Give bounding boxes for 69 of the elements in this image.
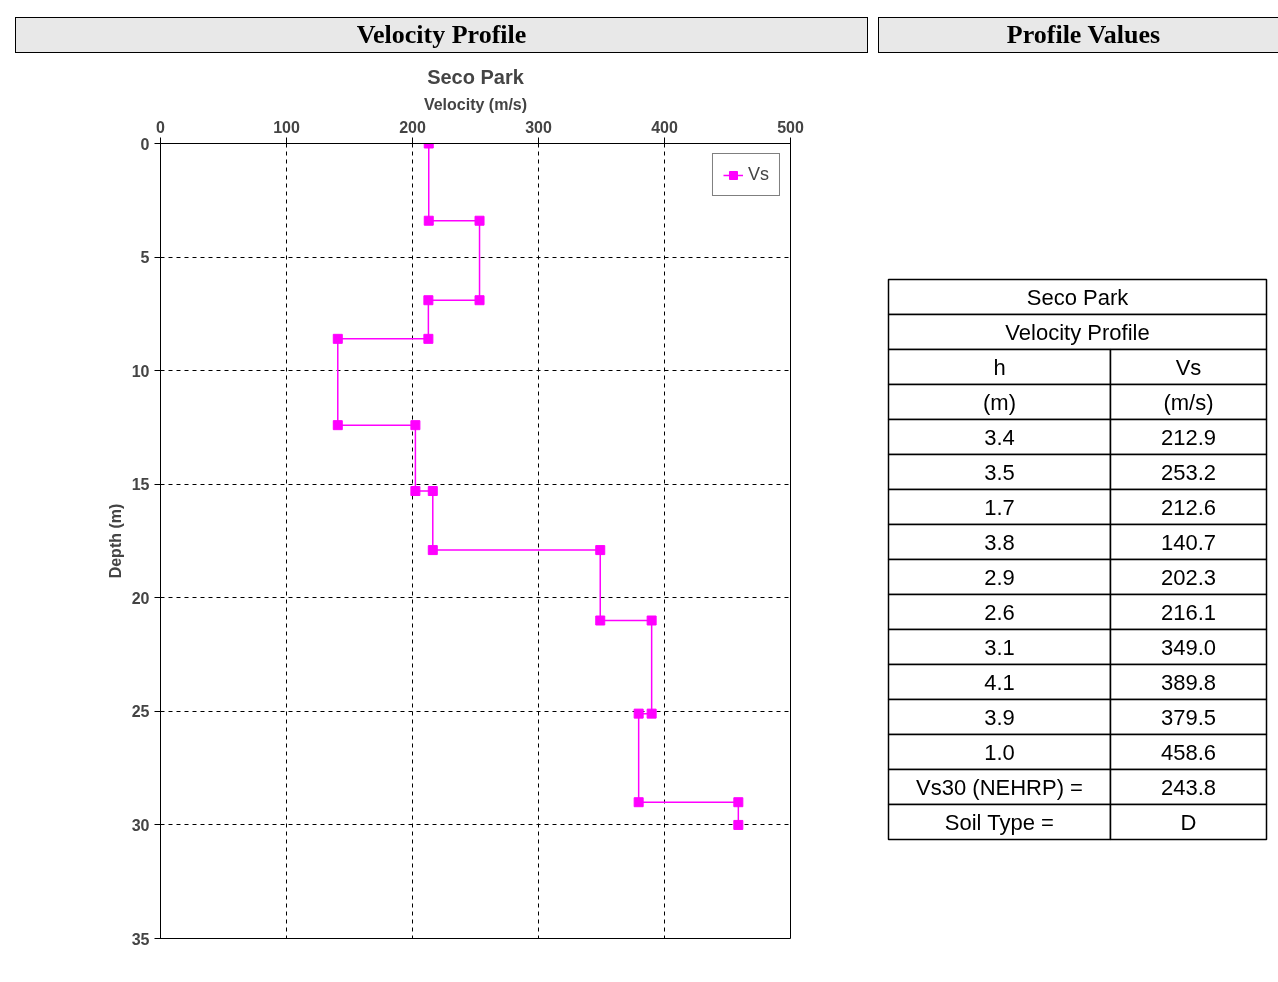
text: 3.5 [984, 459, 1015, 485]
point [332, 333, 343, 344]
point [410, 486, 421, 497]
text: 212.9 [1160, 424, 1217, 450]
text: 202.3 [1160, 564, 1217, 590]
text: 3.4 [984, 424, 1015, 450]
y-tick-label: 25 [131, 703, 150, 721]
text: 243.8 [1160, 774, 1217, 800]
text: 216.1 [1160, 599, 1217, 625]
text: 458.6 [1160, 739, 1217, 765]
x-tick-label: 100 [273, 118, 300, 136]
point [410, 420, 421, 431]
x-tick-label: 0 [156, 118, 166, 136]
point [646, 615, 657, 626]
text: 212.6 [1160, 494, 1217, 520]
x-tick-label: 200 [399, 118, 426, 136]
point [733, 797, 744, 808]
text: Vs [1175, 354, 1202, 380]
y-tick-label: 15 [131, 476, 150, 494]
x-tick-label: 400 [651, 118, 678, 136]
y-tick-label: 0 [140, 135, 150, 153]
text: Seco Park [1026, 284, 1130, 310]
text: 3.1 [984, 634, 1015, 660]
point [427, 545, 438, 556]
text: D [1180, 809, 1197, 835]
point [427, 486, 438, 497]
point [595, 615, 606, 626]
y-tick-label: 35 [131, 930, 150, 948]
chart-title: Velocity Profile [356, 19, 527, 51]
point [646, 708, 657, 719]
y-axis-title: Depth (m) [106, 503, 124, 579]
text: 1.0 [984, 739, 1015, 765]
x-tick-label: 500 [777, 118, 804, 136]
point [474, 295, 485, 306]
text: Soil Type = [944, 809, 1054, 835]
text: h [993, 354, 1006, 380]
point [423, 333, 434, 344]
text: 253.2 [1160, 459, 1217, 485]
text: (m/s) [1163, 389, 1214, 415]
legend-label: Vs [747, 164, 769, 185]
text: Profile Values [1006, 19, 1161, 51]
point [423, 215, 434, 226]
y-tick-label: 5 [140, 249, 150, 267]
y-tick-label: 20 [131, 589, 150, 607]
text: (m) [983, 389, 1016, 415]
text: 140.7 [1160, 529, 1217, 555]
text: 2.6 [984, 599, 1015, 625]
text: 2.9 [984, 564, 1015, 590]
point [595, 545, 606, 556]
x-axis-title: Velocity (m/s) [423, 95, 528, 113]
point [733, 819, 744, 830]
point [633, 708, 644, 719]
x-tick-label: 300 [525, 118, 552, 136]
text: 1.7 [984, 494, 1015, 520]
point [633, 797, 644, 808]
point [423, 295, 434, 306]
text: 3.8 [984, 529, 1015, 555]
y-tick-label: 10 [131, 362, 150, 380]
y-tick-label: 30 [131, 816, 150, 834]
point [332, 420, 343, 431]
text: 389.8 [1160, 669, 1217, 695]
text: 4.1 [984, 669, 1015, 695]
text: 379.5 [1160, 704, 1217, 730]
text: 349.0 [1160, 634, 1217, 660]
text: 3.9 [984, 704, 1015, 730]
point [474, 215, 485, 226]
chart-subtitle: Seco Park [427, 65, 525, 88]
text: Vs30 (NEHRP) = [916, 774, 1083, 800]
text: Velocity Profile [1005, 319, 1150, 345]
